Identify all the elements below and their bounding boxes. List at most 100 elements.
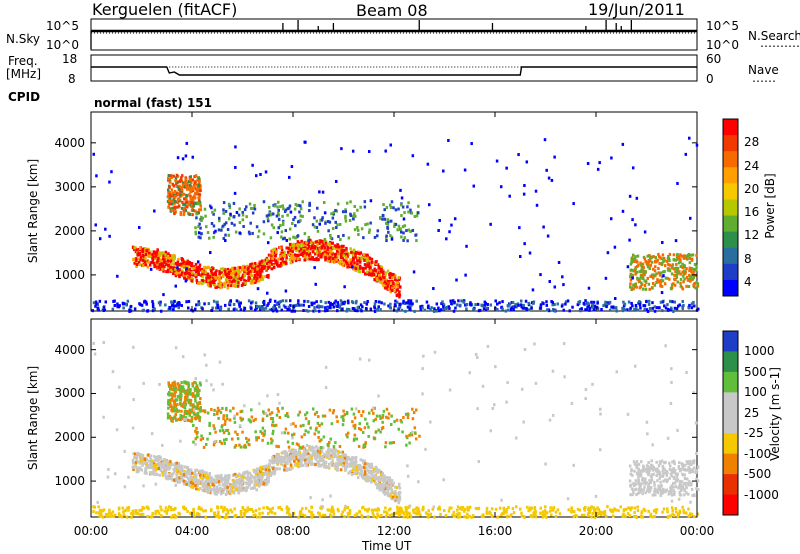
power-cell (344, 214, 347, 218)
power-cell (421, 306, 424, 310)
power-cell (176, 156, 180, 160)
power-cell (281, 237, 285, 241)
power-cell (636, 276, 639, 280)
power-cell (403, 236, 407, 240)
power-cell (381, 213, 385, 217)
power-cell (380, 301, 383, 305)
velocity-cell (283, 466, 286, 470)
power-cell (257, 264, 260, 268)
power-cell (385, 239, 388, 243)
power-cell (241, 265, 245, 269)
velocity-cell (327, 466, 331, 470)
power-cell (531, 288, 535, 292)
power-cell (653, 274, 656, 278)
power-cell (136, 257, 140, 261)
power-cell (399, 188, 402, 192)
velocity-cell (528, 507, 531, 511)
velocity-cell (258, 481, 262, 485)
power-cell (289, 210, 293, 214)
velocity-cell (583, 513, 586, 517)
power-cell (258, 275, 262, 279)
velocity-cell (602, 512, 605, 516)
power-cell (262, 200, 266, 204)
velocity-cell (224, 477, 227, 481)
velocity-cell (170, 473, 174, 477)
velocity-cell (347, 471, 350, 475)
power-cell (278, 305, 281, 309)
power-cell (440, 302, 443, 306)
velocity-cell (268, 464, 271, 468)
velocity-cell (132, 510, 135, 514)
date-title: 19/Jun/2011 (588, 0, 685, 19)
power-cell (210, 206, 213, 210)
velocity-cell (354, 455, 358, 459)
power-cell (360, 256, 364, 260)
power-cell (282, 260, 285, 264)
velocity-cell (127, 506, 131, 510)
velocity-cell (146, 505, 149, 509)
power-cell (355, 265, 359, 269)
velocity-cell (361, 506, 364, 510)
power-cell (647, 282, 651, 286)
power-cell (272, 226, 275, 230)
velocity-cell (205, 489, 209, 493)
power-cell (333, 244, 337, 248)
power-cell (270, 262, 273, 266)
power-cell (591, 303, 594, 307)
power-cell (635, 196, 639, 200)
power-cell (188, 193, 191, 197)
velocity-cell (97, 505, 100, 509)
power-cell (163, 258, 166, 262)
power-cell (255, 225, 259, 229)
velocity-cell (143, 458, 147, 462)
power-cell (288, 237, 292, 241)
velocity-cell (344, 453, 347, 457)
velocity-cell (160, 465, 164, 469)
power-cell (203, 207, 207, 211)
power-cell (273, 304, 276, 308)
power-cell (201, 282, 204, 286)
velocity-cell (317, 460, 320, 464)
power-cell (291, 222, 294, 226)
power-cell (207, 265, 210, 269)
velocity-cell (225, 491, 229, 495)
power-cell (633, 307, 636, 311)
power-cell (513, 304, 517, 308)
power-cell (651, 281, 655, 285)
power-cell (224, 209, 228, 213)
power-cell (457, 299, 460, 303)
power-cell (95, 174, 98, 178)
velocity-cell (354, 459, 357, 463)
power-cell (279, 299, 283, 303)
power-cell (553, 309, 557, 313)
velocity-cell (175, 479, 178, 483)
power-cell (506, 308, 510, 312)
power-cell (94, 223, 97, 227)
power-cell (262, 299, 266, 303)
power-cell (187, 299, 191, 303)
power-cell (551, 308, 555, 312)
power-cell (373, 309, 377, 313)
power-cell (371, 269, 375, 273)
power-cell (345, 252, 349, 256)
power-cell (251, 269, 254, 273)
velocity-cell (145, 457, 148, 461)
power-cell (465, 303, 469, 307)
power-cell (194, 209, 197, 213)
power-cell (522, 303, 525, 307)
power-cell (379, 308, 382, 312)
power-cell (453, 217, 457, 221)
power-cell (248, 232, 251, 236)
velocity-cell (269, 509, 272, 513)
velocity-cell (215, 490, 218, 494)
velocity-cell (348, 457, 351, 461)
power-cell (228, 206, 232, 210)
power-cell (235, 210, 239, 214)
velocity-cell (343, 515, 346, 519)
power-cell (402, 238, 405, 242)
power-cell (406, 205, 409, 209)
power-cell (670, 283, 674, 287)
power-cell (206, 283, 210, 287)
power-cell (676, 257, 679, 261)
velocity-cell (496, 515, 499, 519)
